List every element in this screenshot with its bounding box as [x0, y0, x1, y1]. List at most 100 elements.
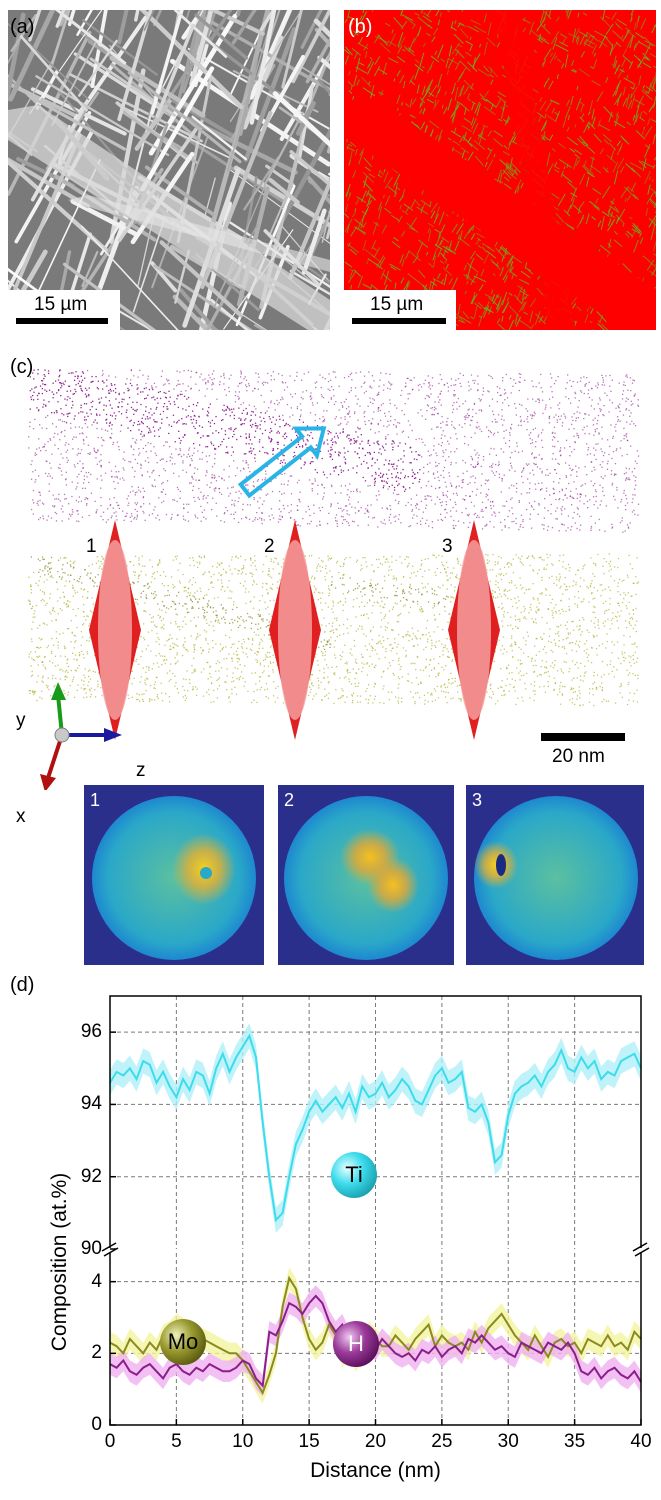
phase-fleck — [626, 195, 631, 201]
h-atom — [378, 494, 380, 496]
h-atom — [280, 518, 282, 521]
h-atom — [190, 482, 192, 484]
h-atom — [197, 402, 199, 404]
h-atom — [445, 424, 447, 426]
phase-fleck — [554, 110, 561, 122]
mo-atom — [362, 656, 364, 658]
phase-fleck — [505, 117, 511, 124]
h-atom — [445, 494, 447, 496]
h-atom — [552, 436, 555, 438]
phase-fleck — [617, 68, 625, 79]
h-atom — [89, 452, 91, 454]
h-atom — [135, 439, 138, 441]
h-atom — [218, 445, 220, 448]
phase-fleck — [490, 79, 494, 85]
h-atom — [366, 511, 368, 513]
h-atom — [28, 447, 30, 449]
phase-fleck — [391, 240, 401, 249]
h-atom — [356, 403, 358, 405]
h-atom — [140, 433, 142, 435]
h-atom — [74, 426, 77, 428]
h-atom — [213, 477, 215, 479]
h-atom — [165, 397, 168, 399]
h-atom — [487, 479, 490, 481]
h-atom — [125, 411, 127, 413]
sem-needle — [152, 10, 163, 27]
h-atom — [265, 381, 267, 384]
mo-atom — [437, 674, 440, 676]
phase-fleck — [600, 323, 609, 330]
mo-atom — [169, 634, 171, 636]
h-atom — [200, 505, 202, 508]
h-atom — [352, 467, 354, 469]
h-atom — [597, 384, 599, 386]
h-atom — [46, 460, 48, 462]
phase-fleck — [588, 121, 596, 130]
h-atom — [100, 459, 102, 461]
phase-fleck — [652, 178, 654, 183]
h-atom — [520, 373, 522, 375]
h-atom — [409, 462, 411, 464]
h-atom — [569, 379, 571, 382]
h-atom — [90, 381, 92, 383]
h-atom — [279, 515, 281, 517]
h-atom — [117, 482, 119, 484]
h-atom — [91, 406, 93, 408]
h-atom — [592, 484, 594, 487]
h-atom — [425, 498, 427, 500]
h-atom — [243, 453, 246, 455]
phase-fleck — [445, 213, 449, 217]
sem-needle — [172, 294, 211, 330]
h-atom — [280, 399, 282, 401]
phase-fleck — [585, 213, 590, 225]
h-atom — [362, 448, 364, 450]
h-atom — [171, 463, 173, 465]
h-atom — [535, 400, 537, 402]
h-atom — [220, 375, 222, 378]
phase-fleck — [535, 313, 546, 325]
phase-fleck — [472, 53, 481, 67]
h-atom — [531, 453, 533, 455]
h-atom — [354, 507, 356, 509]
h-atom — [470, 501, 473, 503]
h-atom — [529, 482, 531, 484]
h-atom — [491, 377, 494, 379]
h-atom — [616, 486, 618, 489]
h-atom — [470, 419, 472, 421]
h-atom — [367, 440, 369, 442]
phase-fleck — [493, 137, 504, 148]
h-atom — [41, 380, 43, 382]
h-atom — [198, 479, 200, 481]
h-atom — [348, 410, 351, 412]
h-atom — [583, 503, 585, 505]
h-atom — [578, 400, 580, 402]
h-atom — [413, 477, 416, 480]
phase-fleck — [642, 110, 648, 115]
mo-atom — [88, 681, 90, 683]
sem-needle — [289, 139, 330, 166]
h-atom — [451, 485, 453, 487]
h-atom — [455, 433, 457, 435]
phase-fleck — [575, 97, 582, 111]
h-atom — [623, 438, 625, 440]
h-atom — [234, 394, 237, 397]
h-atom — [67, 413, 70, 415]
h-atom — [215, 487, 217, 489]
h-atom — [162, 458, 164, 460]
h-atom — [69, 513, 71, 515]
phase-fleck — [401, 258, 405, 267]
h-atom — [554, 436, 556, 439]
h-atom — [134, 494, 136, 496]
h-atom — [439, 392, 441, 395]
h-atom — [526, 428, 528, 431]
phase-fleck — [357, 221, 362, 231]
h-atom — [190, 370, 193, 372]
h-atom — [221, 409, 224, 411]
h-atom — [282, 419, 284, 421]
phase-fleck — [452, 148, 463, 156]
h-atom — [126, 416, 128, 419]
phase-fleck — [561, 173, 573, 183]
h-atom — [87, 426, 89, 428]
h-atom — [252, 481, 255, 483]
h-atom — [227, 487, 229, 489]
